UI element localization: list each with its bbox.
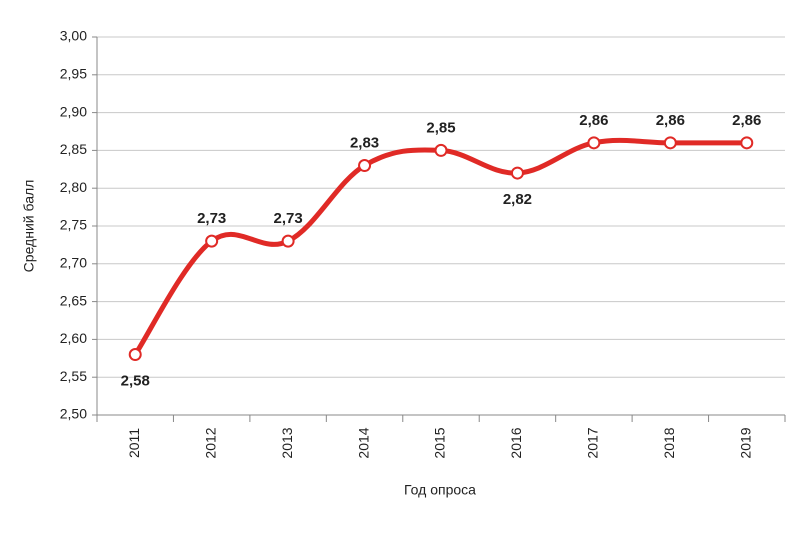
y-tick-label: 2,50 (60, 406, 87, 422)
data-label: 2,82 (503, 191, 532, 208)
y-axis-title: Средний балл (21, 180, 37, 273)
y-tick-label: 2,65 (60, 292, 87, 308)
point (281, 234, 295, 248)
data-label: 2,58 (121, 372, 150, 389)
point (587, 136, 601, 150)
data-label: 2,86 (579, 112, 608, 129)
x-tick-label: 2017 (585, 427, 601, 458)
point (510, 166, 524, 180)
y-tick-label: 2,75 (60, 217, 87, 233)
data-label: 2,83 (350, 134, 379, 151)
x-tick-label: 2014 (355, 427, 371, 458)
data-label: 2,73 (274, 210, 303, 227)
x-tick-label: 2019 (737, 427, 753, 458)
data-label: 2,86 (732, 112, 761, 129)
x-tick-label: 2015 (432, 427, 448, 458)
y-tick-label: 2,60 (60, 330, 87, 346)
x-tick-label: 2018 (661, 427, 677, 458)
x-axis-title: Год опроса (404, 482, 476, 498)
y-tick-label: 2,55 (60, 368, 87, 384)
y-tick-label: 2,90 (60, 103, 87, 119)
data-label: 2,86 (656, 112, 685, 129)
y-tick-label: 2,70 (60, 255, 87, 271)
data-label: 2,85 (426, 119, 455, 136)
point (358, 159, 372, 173)
x-tick-label: 2012 (202, 427, 218, 458)
line (133, 137, 747, 356)
y-tick-label: 2,85 (60, 141, 87, 157)
point (128, 348, 142, 362)
x-tick-label: 2016 (508, 427, 524, 458)
y-tick-label: 2,80 (60, 179, 87, 195)
y-tick-label: 2,95 (60, 66, 87, 82)
x-tick-label: 2011 (126, 428, 142, 458)
point (663, 136, 677, 150)
point (205, 234, 219, 248)
y-tick-label: 3,00 (60, 28, 87, 44)
point (434, 143, 448, 157)
x-tick-label: 2013 (279, 427, 295, 458)
data-label: 2,73 (197, 210, 226, 227)
point (740, 136, 754, 150)
